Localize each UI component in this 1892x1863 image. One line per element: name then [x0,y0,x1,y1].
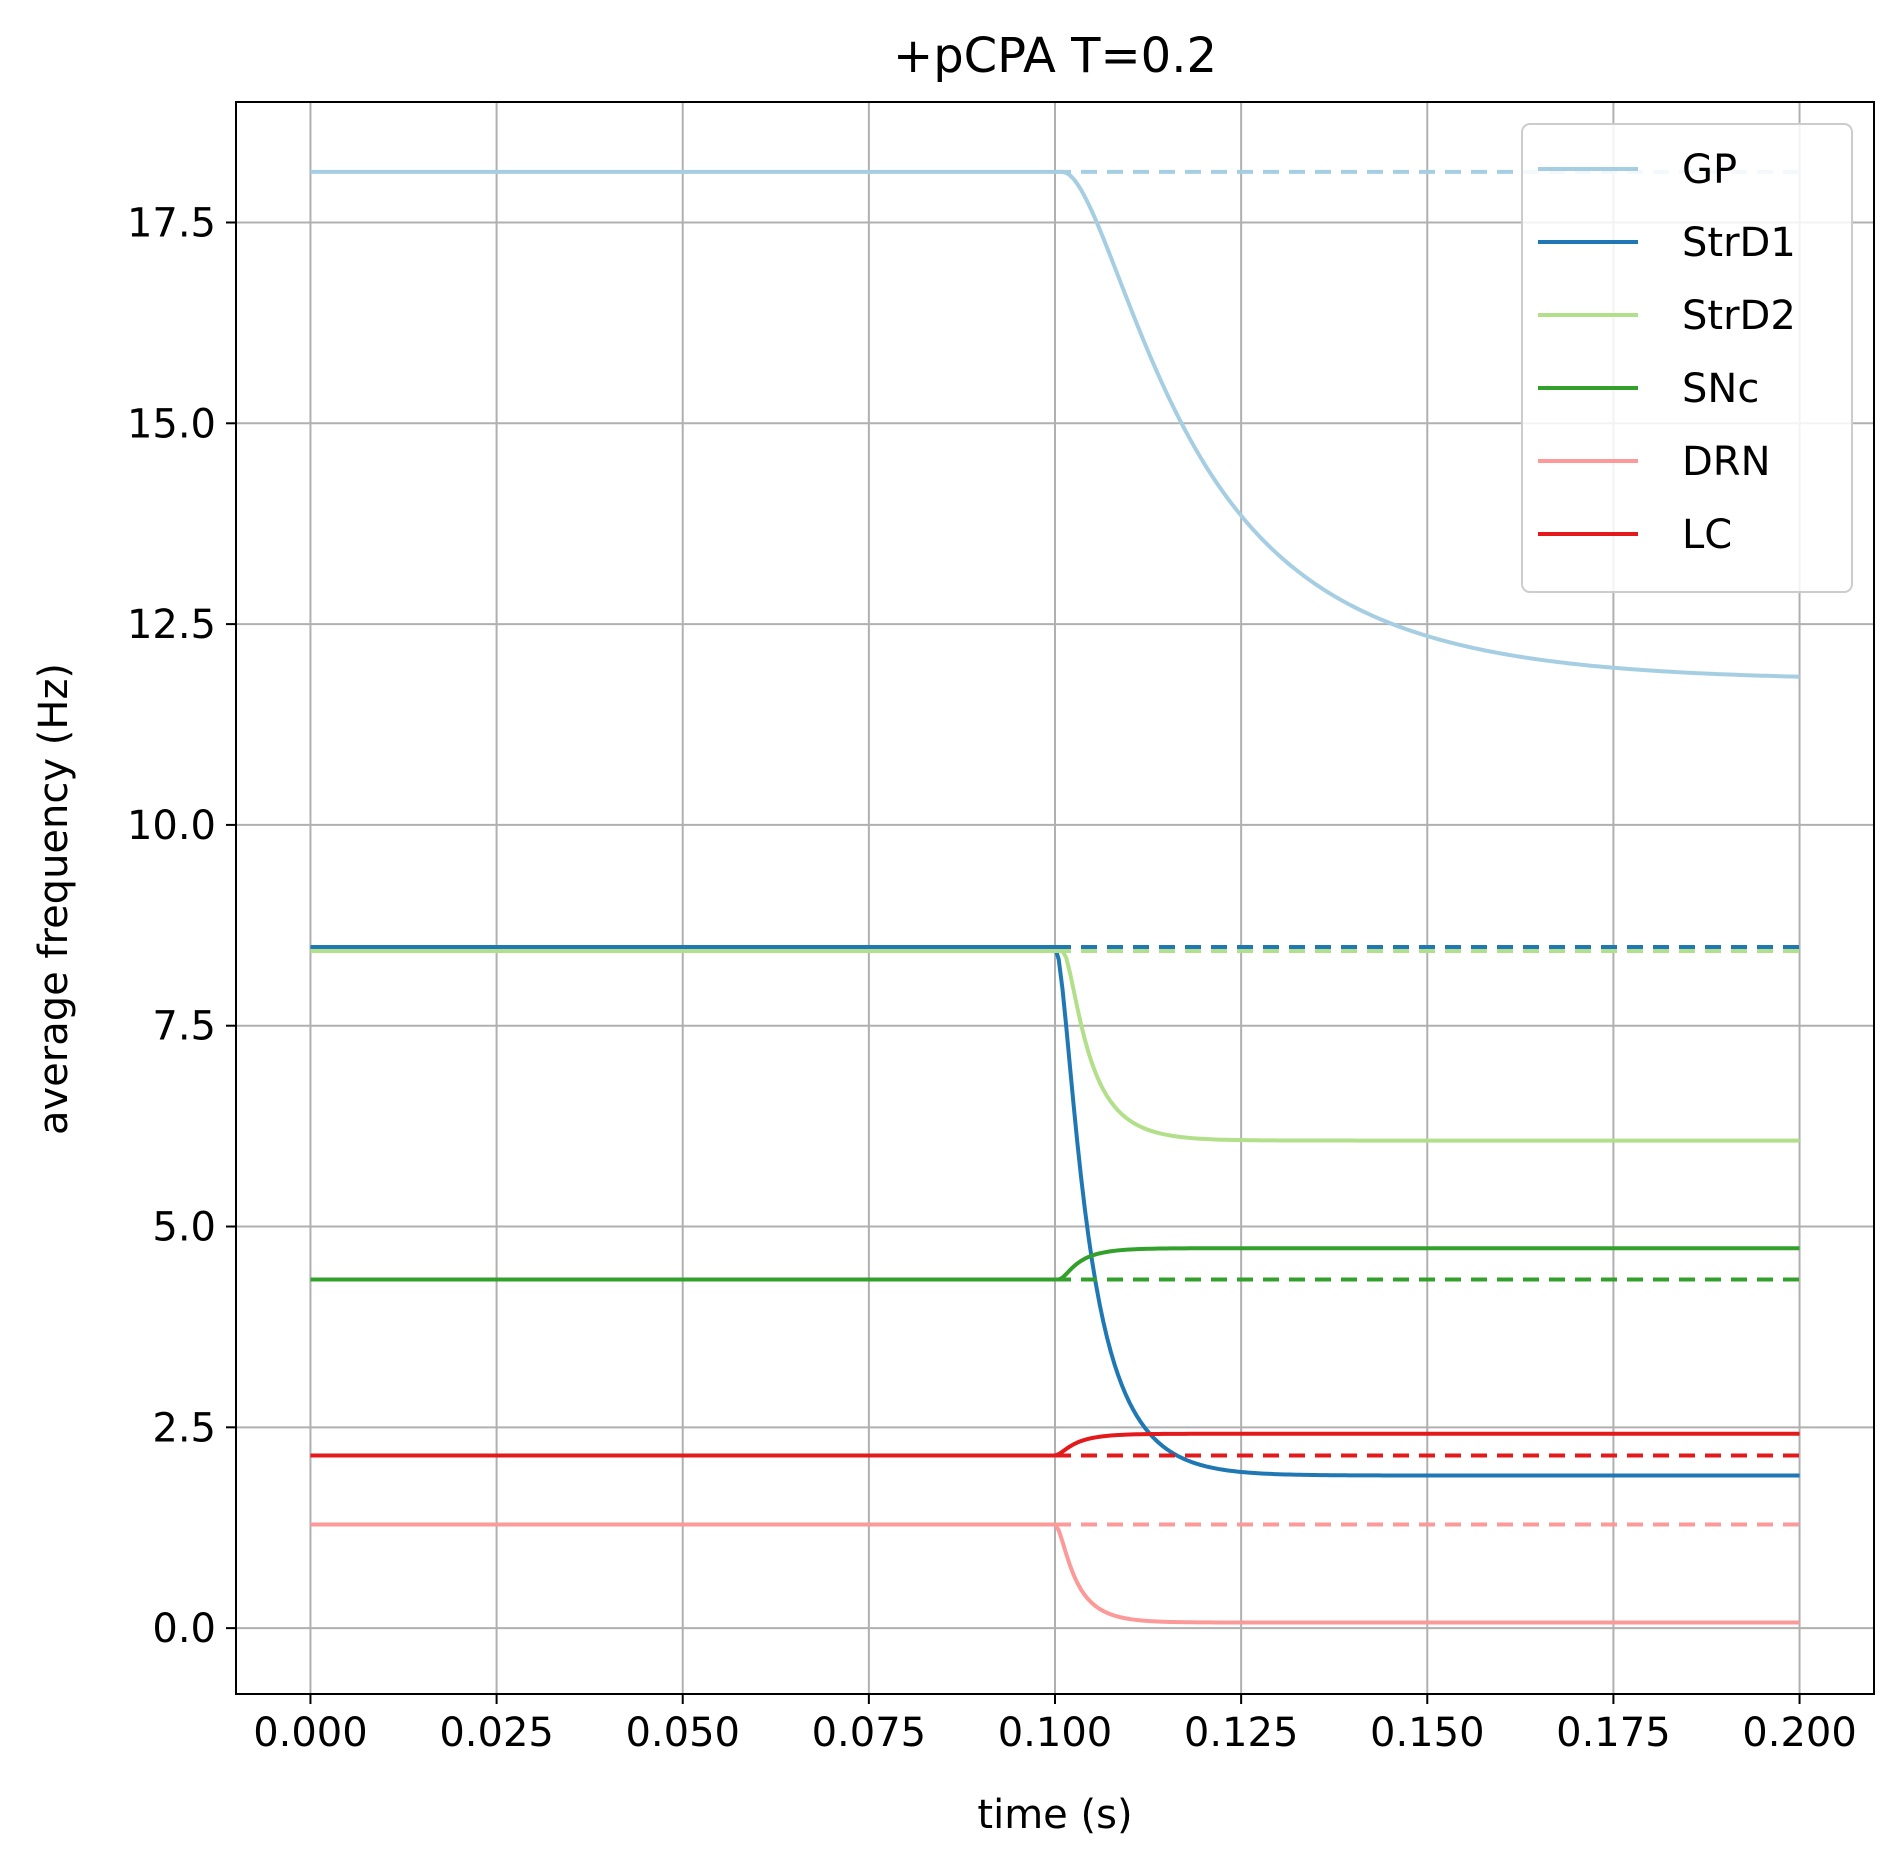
legend-label-strd2: StrD2 [1682,293,1796,339]
series-layer [310,169,1800,1625]
chart-title: +pCPA T=0.2 [893,28,1217,84]
series-gp-line [310,169,1800,679]
y-tick-label: 12.5 [127,602,216,648]
legend-label-drn: DRN [1682,439,1771,485]
series-drn-line [310,1522,1800,1625]
x-tick-label: 0.000 [253,1710,368,1756]
y-tick-label: 17.5 [127,200,216,246]
x-tick-label: 0.050 [625,1710,740,1756]
x-tick-label: 0.125 [1184,1710,1299,1756]
y-tick-label: 7.5 [152,1004,216,1050]
legend-label-gp: GP [1682,147,1737,193]
x-axis-label: time (s) [977,1792,1132,1838]
x-tick-label: 0.200 [1742,1710,1857,1756]
series-snc-line [310,1246,1800,1282]
y-tick-label: 0.0 [152,1606,216,1652]
x-tick-label: 0.175 [1556,1710,1671,1756]
series-strd2-line [310,949,1800,1143]
y-axis-label: average frequency (Hz) [31,663,77,1135]
y-tick-label: 10.0 [127,803,216,849]
series-strd1-line [310,945,1800,1478]
legend: GP StrD1 StrD2 SNc DRN LC [1521,123,1853,593]
legend-label-lc: LC [1682,512,1732,558]
y-tick-label: 15.0 [127,401,216,447]
x-tick-label: 0.025 [439,1710,554,1756]
x-tick-label: 0.075 [812,1710,927,1756]
y-tick-label: 5.0 [152,1205,216,1251]
y-tick-label: 2.5 [152,1405,216,1451]
legend-label-snc: SNc [1682,366,1759,412]
series-lc-line [310,1431,1800,1458]
x-tick-label: 0.100 [998,1710,1113,1756]
tick-layer: 0.000 0.025 0.050 0.075 0.100 0.125 0.150 0.175… [127,200,1857,1756]
legend-label-strd1: StrD1 [1682,220,1796,266]
x-tick-label: 0.150 [1370,1710,1485,1756]
